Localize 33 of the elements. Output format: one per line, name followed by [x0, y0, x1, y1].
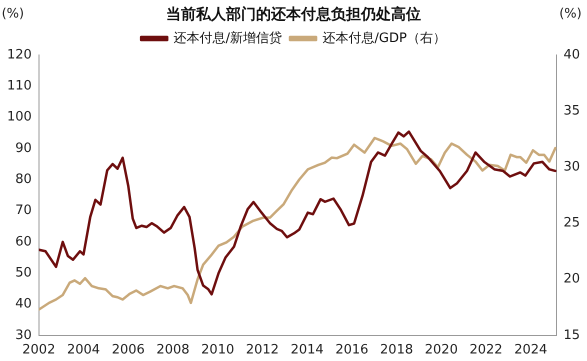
y-tick-label: 80: [15, 172, 32, 187]
y-tick-label: 120: [6, 47, 32, 62]
y-axis-title: (%): [2, 6, 24, 22]
y-tick-label: 40: [15, 296, 32, 312]
y-tick-label: 60: [15, 234, 32, 250]
y2-axis-title: (%): [559, 6, 582, 22]
y2-tick-label: 35: [563, 103, 580, 118]
x-tick-label: 2020: [424, 342, 458, 358]
x-tick-label: 2018: [380, 342, 414, 358]
x-tick-label: 2022: [469, 342, 503, 358]
y2-tick-label: 15: [563, 328, 580, 343]
y2-tick-label: 20: [563, 272, 580, 287]
chart-title: 当前私人部门的还本付息负担仍处高位: [166, 4, 421, 23]
y-tick-label: 50: [15, 265, 32, 280]
x-tick-label: 2016: [335, 342, 368, 358]
x-tick-label: 2002: [22, 342, 56, 358]
y-tick-label: 110: [6, 78, 32, 94]
legend-label: 还本付息/新增信贷: [174, 30, 282, 46]
y2-tick-label: 40: [563, 47, 580, 62]
y-tick-label: 100: [6, 110, 32, 125]
y2-tick-label: 30: [563, 160, 580, 175]
x-tick-label: 2004: [66, 342, 100, 358]
x-tick-label: 2008: [156, 342, 190, 358]
x-tick-label: 2012: [246, 342, 279, 358]
y-tick-label: 30: [15, 328, 32, 343]
y-tick-label: 90: [15, 140, 32, 156]
x-tick-label: 2010: [201, 342, 234, 358]
y-tick-label: 70: [15, 203, 32, 218]
x-tick-label: 2006: [112, 342, 145, 358]
legend-label: 还本付息/GDP（右）: [322, 30, 446, 46]
x-tick-label: 2014: [290, 342, 324, 358]
y2-tick-label: 25: [563, 216, 580, 231]
x-tick-label: 2024: [514, 342, 548, 358]
